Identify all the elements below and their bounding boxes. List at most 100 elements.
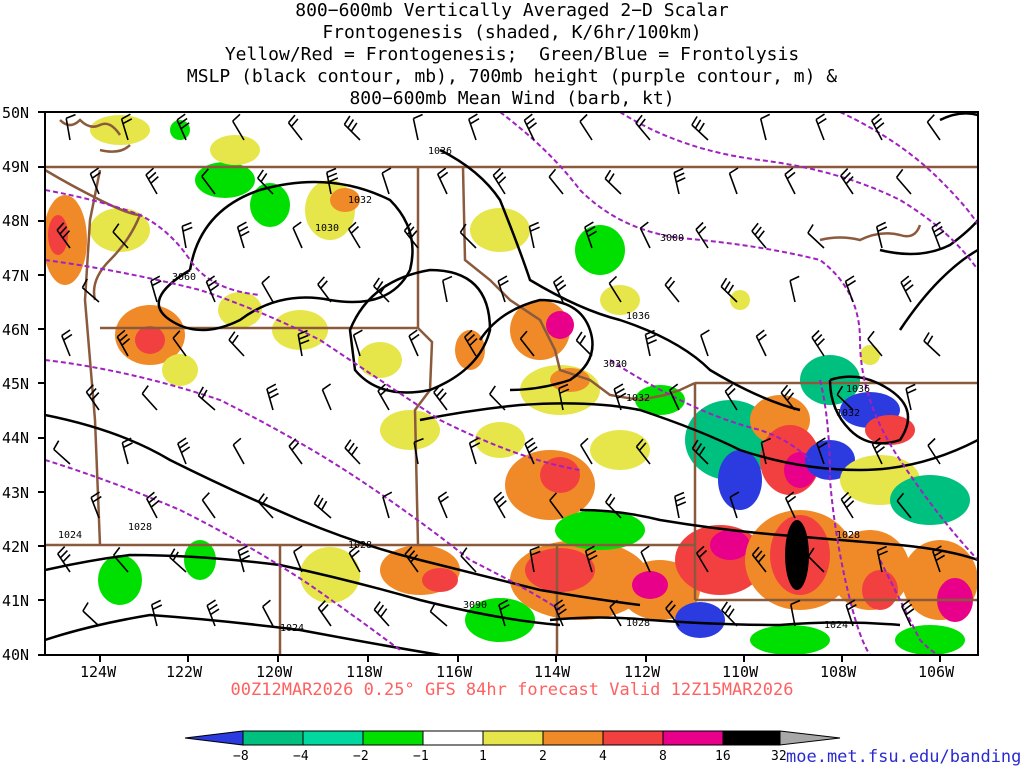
mslp-label: 1028 [348, 540, 372, 551]
mslp-label: 1028 [836, 530, 860, 541]
wind-barb [549, 492, 564, 519]
colorbar-label: 16 [715, 749, 731, 764]
wind-barb [205, 275, 219, 303]
wind-barb [635, 438, 651, 465]
colorbar-label: −4 [293, 749, 309, 764]
wind-barb [145, 491, 160, 519]
wind-barb [836, 385, 854, 411]
lat-label: 42N [2, 538, 29, 556]
wind-barb [931, 221, 945, 249]
wind-barb [876, 545, 888, 573]
colorbar-swatch [422, 730, 484, 746]
wind-barb [498, 599, 510, 627]
title-line-4: MSLP (black contour, mb), 700mb height (… [186, 66, 838, 87]
mslp-label: 1024 [824, 620, 848, 631]
colorbar-label: −8 [233, 749, 249, 764]
height-contours [45, 112, 978, 655]
wind-barb [870, 113, 885, 141]
wind-barb [584, 545, 598, 573]
wind-barb [57, 546, 71, 573]
wind-barb [89, 167, 101, 195]
credit-link[interactable]: moe.met.fsu.edu/banding [786, 747, 1022, 767]
wind-barb [317, 276, 332, 303]
wind-barb [201, 492, 216, 519]
wind-barb [257, 493, 274, 519]
colorbar-label: 32 [771, 749, 787, 764]
wind-barb [90, 491, 102, 519]
wind-barb [150, 275, 162, 303]
mslp-label: 1032 [626, 393, 650, 404]
wind-barbs [53, 113, 946, 627]
colorbar-label: −1 [413, 749, 429, 764]
wind-barb [640, 545, 651, 573]
wind-barb [721, 601, 738, 627]
wind-barb [468, 113, 480, 141]
wind-barb [665, 600, 680, 627]
contour-label-group: 1036 1032 1030 1036 1032 1032 1028 1028 … [58, 146, 870, 634]
wind-barb [548, 168, 564, 195]
lat-label: 48N [2, 212, 29, 230]
wind-barb [840, 491, 855, 519]
wind-barb [403, 222, 419, 249]
height-label: 3060 [172, 272, 196, 283]
wind-barb [720, 277, 738, 303]
mslp-label: 1030 [315, 223, 339, 234]
wind-barb [112, 223, 129, 249]
wind-barb [343, 115, 361, 141]
colorbar-label: 8 [659, 749, 667, 764]
wind-barb [437, 491, 449, 519]
wind-barb [464, 329, 478, 357]
colorbar-swatch [482, 730, 544, 746]
wind-barb [784, 491, 797, 519]
wind-barb [673, 167, 686, 195]
mslp-label: 1028 [128, 522, 152, 533]
colorbar-swatch [242, 730, 304, 746]
wind-barb [728, 167, 739, 195]
colorbar-swatch [302, 730, 364, 746]
lat-label: 41N [2, 592, 29, 610]
colorbar: −8 −4 −2 −1 1 2 4 8 16 32 [184, 730, 841, 764]
mslp-label: 1024 [280, 623, 304, 634]
title-line-2: Frontogenesis (shaded, K/6hr/100km) [322, 22, 702, 43]
wind-barb [429, 602, 448, 627]
title-block: 800−600mb Vertically Averaged 2−D Scalar… [0, 0, 1024, 110]
wind-barb [497, 275, 509, 303]
wind-barb [900, 275, 914, 303]
wind-barb [408, 329, 420, 357]
wind-barb [807, 547, 825, 573]
lat-label: 43N [2, 484, 29, 502]
wind-barb [528, 221, 540, 249]
wind-barb [288, 438, 303, 465]
mslp-label: 1024 [58, 530, 82, 541]
wind-barb [459, 223, 477, 249]
political-borders [45, 165, 978, 655]
wind-barb [61, 329, 73, 357]
wind-barb [875, 221, 888, 249]
wind-barb [53, 440, 71, 465]
wind-barb [751, 222, 767, 249]
wind-barb [724, 383, 738, 411]
wind-barb [232, 113, 245, 141]
wind-barb [558, 383, 570, 411]
lon-label: 124W [80, 663, 117, 681]
colorbar-label: −2 [353, 749, 369, 764]
wind-barb [181, 221, 193, 249]
wind-barb [228, 331, 245, 357]
frontogenesis-shading [45, 115, 978, 655]
wind-barb [197, 386, 216, 411]
wind-barb [932, 545, 946, 573]
lat-label: 49N [2, 158, 29, 176]
wind-barb [287, 114, 303, 141]
wind-barb [257, 169, 274, 195]
wind-barb [664, 276, 680, 303]
wind-barb [523, 113, 537, 141]
wind-barb [729, 491, 740, 519]
wind-barb [373, 601, 390, 627]
wind-barb [845, 599, 857, 627]
wind-barb [321, 383, 332, 411]
wind-barb [206, 599, 220, 627]
wind-barb [816, 437, 828, 465]
wind-barb [201, 168, 216, 195]
wind-barb [755, 329, 767, 357]
